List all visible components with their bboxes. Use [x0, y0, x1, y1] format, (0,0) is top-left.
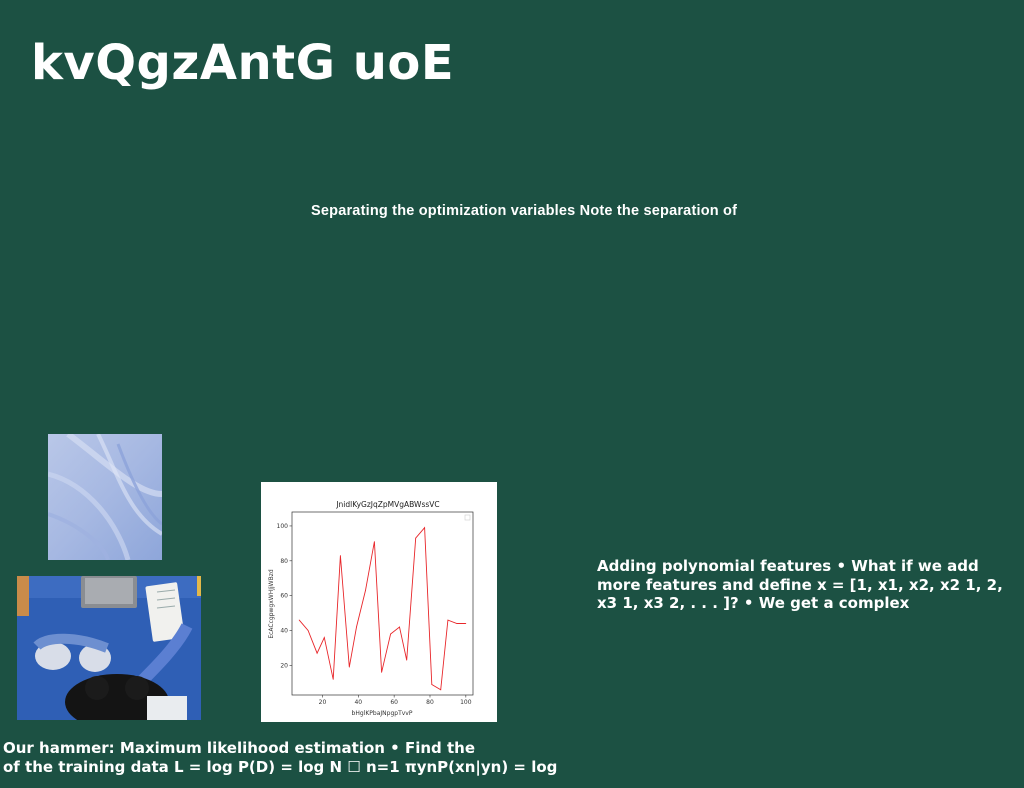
data-point [447, 619, 449, 621]
series-line [298, 526, 466, 691]
abstract-image [48, 434, 162, 560]
x-tick-label: 40 [354, 699, 362, 706]
data-point [424, 527, 426, 529]
data-point [415, 537, 417, 539]
line-chart-svg: JnidlKyGzJqZpMVgABWssVC 20 40 60 80 100 20 40… [268, 500, 474, 717]
data-point [298, 619, 300, 621]
data-point [339, 555, 341, 556]
abstract-swirl-graphic [48, 434, 162, 560]
desk-photo [17, 576, 201, 720]
data-point [456, 623, 458, 624]
data-point [440, 689, 442, 691]
data-point [374, 541, 375, 543]
data-point [332, 678, 334, 680]
plot-frame [291, 511, 474, 696]
y-tick-label: 100 [277, 523, 289, 530]
y-tick-label: 40 [280, 628, 288, 635]
data-point [348, 666, 350, 668]
line-chart: JnidlKyGzJqZpMVgABWssVC 20 40 60 80 100 20 40… [261, 482, 497, 722]
x-tick-label: 100 [460, 699, 472, 706]
polynomial-features-text: Adding polynomial features • What if we … [597, 557, 1003, 612]
x-tick-label: 80 [426, 699, 434, 706]
x-axis-label: bHglKPbaJNpgpTvvP [352, 710, 413, 717]
data-point [465, 623, 467, 624]
y-tick-label: 20 [280, 662, 288, 669]
slide-title: kvQgzAntG uoE [31, 35, 455, 91]
x-tick-label: 60 [390, 699, 398, 706]
data-point [307, 630, 309, 631]
data-point [406, 659, 408, 661]
y-axis-label: EcACcgpwgxWHJjWBzd [268, 569, 275, 639]
y-tick-label: 60 [280, 593, 288, 600]
x-tick-label: 20 [319, 699, 327, 706]
chart-title: JnidlKyGzJqZpMVgABWssVC [335, 500, 439, 509]
data-point [316, 652, 318, 654]
slide-subtitle: Separating the optimization variables No… [311, 203, 738, 219]
data-point [365, 590, 366, 591]
mle-text-line-2: of the training data L = log P(D) = log … [3, 757, 558, 776]
data-point [323, 637, 325, 638]
mle-text: Our hammer: Maximum likelihood estimatio… [3, 739, 643, 776]
data-point [381, 671, 383, 673]
person-at-desk-graphic [17, 576, 201, 720]
data-point [356, 626, 357, 628]
mle-text-line-1: Our hammer: Maximum likelihood estimatio… [3, 739, 476, 757]
data-point [390, 633, 391, 635]
y-tick-label: 80 [280, 558, 288, 565]
data-point [399, 626, 400, 628]
data-point [431, 684, 433, 685]
legend-box [464, 514, 471, 521]
